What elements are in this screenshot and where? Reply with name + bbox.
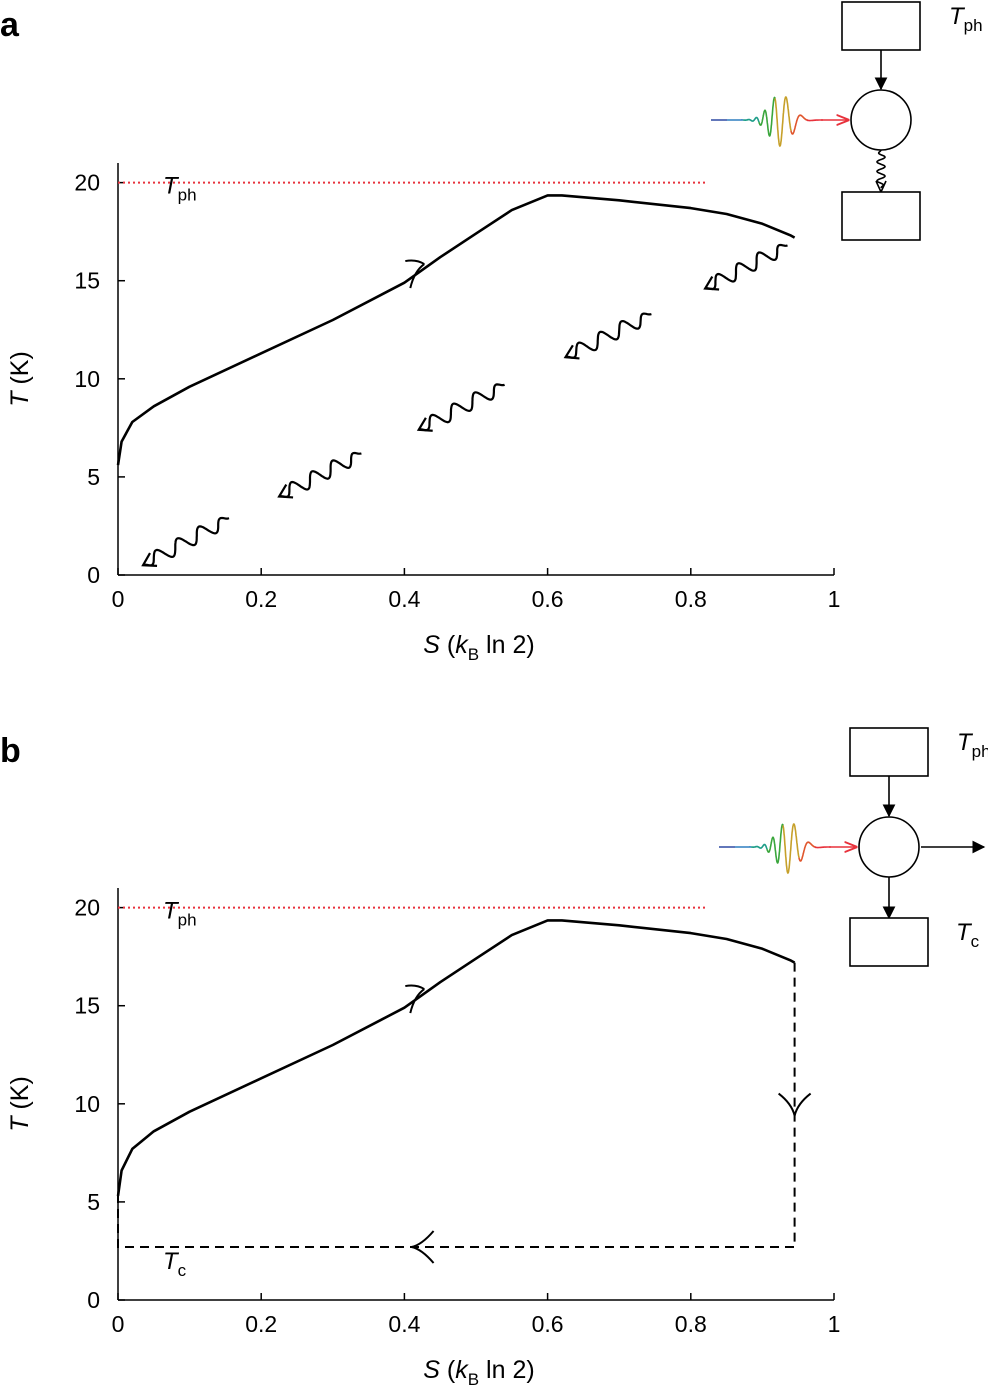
engine-circle [858,816,920,878]
cycle-curve [116,919,796,1197]
x-tick-label: 0.2 [245,1311,277,1337]
cold-level-label: Tc [163,1248,187,1280]
inset-b-engine-diagram: Tph Tc [719,727,988,967]
y-tick-label: 5 [87,464,100,490]
engine-circle [850,89,912,151]
x-tick-label: 0.8 [675,1311,707,1337]
x-tick-label: 1 [828,1311,841,1337]
photon-wavepacket [711,96,823,148]
x-tick-label: 0 [112,586,125,612]
x-tick-label: 0.4 [388,1311,420,1337]
y-axis-label: T (K) [6,351,34,407]
x-tick-label: 0.8 [675,586,707,612]
y-tick-label: 20 [74,895,100,921]
hot-reservoir-box [849,727,929,777]
hot-reservoir-label: Tph [957,729,988,761]
panel-a-label: a [0,6,20,44]
hot-reservoir-box [841,1,921,51]
y-tick-label: 15 [74,268,100,294]
heat-emission-arrow [277,451,362,499]
x-tick-label: 0.2 [245,586,277,612]
y-tick-label: 10 [74,366,100,392]
panel-b-label: b [0,732,21,770]
y-tick-label: 10 [74,1091,100,1117]
x-axis-label: S (kB ln 2) [423,631,534,664]
x-tick-label: 0.6 [532,1311,564,1337]
photon-wavepacket [719,823,831,875]
heat-out-wavy-arrow [876,149,886,189]
heat-emission-arrow [563,312,652,360]
heat-emission-arrow [703,243,788,291]
heat-emission-arrow [141,516,230,567]
inset-a-engine-diagram: Tph [711,1,983,241]
heat-emission-arrow [416,383,506,432]
hot-reservoir-label: Tph [949,3,983,35]
cold-reservoir-label: Tc [956,919,980,951]
direction-arrow [405,984,425,1014]
x-axis-label: S (kB ln 2) [423,1356,534,1389]
direction-arrow [405,259,425,289]
y-tick-label: 0 [87,1287,100,1313]
reference-line-label: Tph [163,173,197,205]
cycle-curve [116,194,796,466]
x-tick-label: 0.6 [532,586,564,612]
y-tick-label: 20 [74,170,100,196]
y-axis-label: T (K) [6,1076,34,1132]
y-tick-label: 5 [87,1189,100,1215]
y-tick-label: 0 [87,562,100,588]
x-tick-label: 0 [112,1311,125,1337]
reference-line-label: Tph [163,898,197,930]
cold-reservoir-box [849,917,929,967]
direction-arrow [411,1230,435,1264]
direction-arrow [778,1092,812,1116]
x-tick-label: 0.4 [388,586,420,612]
x-tick-label: 1 [828,586,841,612]
y-tick-label: 15 [74,993,100,1019]
dashed-cycle-path [117,962,796,1248]
cold-reservoir-box [841,191,921,241]
